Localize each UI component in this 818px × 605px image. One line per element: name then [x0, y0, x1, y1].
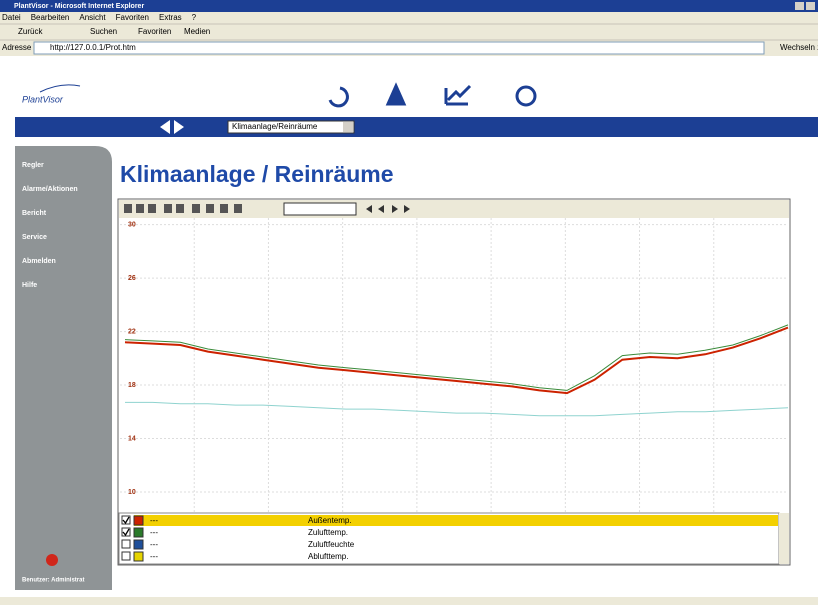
data-line [125, 401, 789, 417]
plot-area [119, 218, 789, 513]
tool[interactable] [148, 204, 156, 213]
legend-checkbox[interactable] [121, 551, 131, 561]
legend-swatch [133, 527, 144, 538]
header-icons [328, 82, 537, 108]
legend-name: Zuluftfeuchte [308, 540, 355, 549]
legend-checkbox[interactable] [121, 539, 131, 549]
tool[interactable] [206, 204, 214, 213]
tool[interactable] [176, 204, 184, 213]
toolbar-button[interactable]: Favoriten [138, 27, 171, 36]
y-tick-label: 30 [128, 222, 136, 229]
legend-swatch [133, 539, 144, 550]
legend-name: Ablufttemp. [308, 552, 348, 561]
legend-swatch [133, 515, 144, 526]
legend-check [122, 528, 130, 537]
y-tick-label: 22 [128, 328, 136, 335]
toolbar-button[interactable]: Suchen [90, 27, 117, 36]
legend-reading: --- [150, 552, 158, 561]
sidebar-item[interactable]: Bericht [22, 210, 47, 217]
toolbar: Zurück Suchen Favoriten Medien [18, 27, 210, 36]
legend-name: Zulufttemp. [308, 528, 348, 537]
legend-scrollbar[interactable] [779, 513, 789, 564]
sidebar [15, 146, 112, 590]
tool[interactable] [124, 204, 132, 213]
legend-row-highlight [134, 515, 778, 526]
data-line [124, 326, 789, 395]
area-select[interactable] [227, 120, 355, 134]
address-field[interactable] [33, 41, 765, 55]
sidebar-item[interactable]: Abmelden [22, 258, 56, 265]
y-tick-label: 14 [128, 435, 136, 442]
legend-name: Außentemp. [308, 516, 352, 525]
go-button[interactable]: Wechseln zu [780, 43, 818, 52]
legend-check [122, 516, 130, 525]
menu-item[interactable]: Bearbeiten [31, 13, 70, 22]
tool[interactable] [136, 204, 144, 213]
tool[interactable] [234, 204, 242, 213]
logo-swoosh [39, 84, 81, 93]
sidebar-item[interactable]: Regler [22, 162, 44, 169]
address-label: Adresse [2, 43, 32, 52]
sidebar-item[interactable]: Alarme/Aktionen [22, 186, 78, 193]
address-url: http://127.0.0.1/Prot.htm [50, 43, 136, 52]
menu-item[interactable]: Extras [159, 13, 182, 22]
menu-item[interactable]: ? [192, 13, 197, 22]
sidebar-menu: Regler Alarme/Aktionen Bericht Service Abmel… [22, 162, 78, 289]
status-bar [0, 597, 818, 605]
minimize-button[interactable] [795, 2, 804, 10]
legend-reading: --- [150, 516, 158, 525]
window-title: PlantVisor - Microsoft Internet Explorer [14, 3, 144, 10]
title-bar [0, 0, 818, 12]
legend-checkbox[interactable] [121, 515, 131, 525]
select-button[interactable] [343, 122, 353, 132]
toolbar-button[interactable]: Medien [184, 27, 210, 36]
legend-checkbox[interactable] [121, 527, 131, 537]
sidebar-item[interactable]: Hilfe [22, 282, 37, 289]
menu-item[interactable]: Ansicht [79, 13, 106, 22]
chart-select[interactable] [283, 202, 357, 216]
user-label: Benutzer: Administrat [22, 578, 84, 584]
tool[interactable] [192, 204, 200, 213]
sidebar-item[interactable]: Service [22, 234, 47, 241]
plot: 30 26 22 18 14 10 [120, 218, 789, 512]
chart-toolbar [119, 200, 789, 218]
y-tick-label: 18 [128, 382, 136, 389]
legend-reading: --- [150, 528, 158, 537]
y-tick-label: 26 [128, 275, 136, 282]
tool[interactable] [164, 204, 172, 213]
area-select-text: Klimaanlage/Reinräume [232, 122, 318, 131]
legend-swatch [133, 551, 144, 562]
menu-item[interactable]: Datei [2, 13, 21, 22]
icon-chart[interactable] [444, 84, 472, 106]
data-line [124, 324, 789, 391]
nav-arrows[interactable] [160, 120, 184, 134]
tool[interactable] [220, 204, 228, 213]
menu-bar: Datei Bearbeiten Ansicht Favoriten Extras? [2, 13, 197, 22]
status-light [46, 554, 58, 566]
menu-item[interactable]: Favoriten [116, 13, 149, 22]
y-tick-label: 10 [128, 489, 136, 496]
toolbar-button[interactable]: Zurück [18, 27, 43, 36]
nav-bar [15, 117, 818, 137]
icon-alarm[interactable] [385, 82, 407, 106]
chart-tools [124, 204, 242, 213]
icon-refresh[interactable] [328, 86, 349, 108]
icon-clock[interactable] [515, 85, 537, 107]
legend-rows: --- Außentemp. --- Zulufttemp. --- Zuluftfeuc… [121, 515, 778, 562]
logo: PlantVisor [22, 94, 64, 104]
legend-reading: --- [150, 540, 158, 549]
maximize-button[interactable] [806, 2, 815, 10]
page-heading: Klimaanlage / Reinräume [120, 161, 394, 187]
